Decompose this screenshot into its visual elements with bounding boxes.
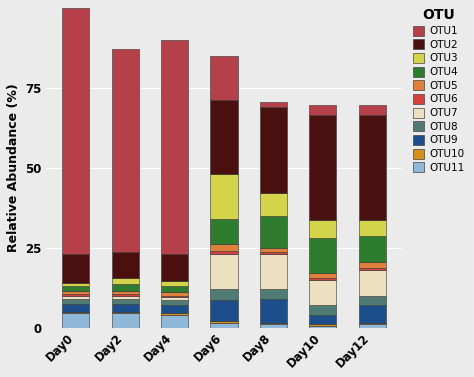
Bar — [260, 299, 287, 323]
Bar — [210, 55, 237, 100]
Bar — [310, 220, 337, 238]
Bar — [161, 315, 188, 328]
Bar — [62, 286, 90, 291]
Bar — [260, 252, 287, 254]
Bar — [161, 292, 188, 296]
Bar — [210, 323, 237, 328]
Y-axis label: Relative Abundance (%): Relative Abundance (%) — [7, 83, 20, 252]
Bar — [310, 324, 337, 326]
Bar — [161, 305, 188, 313]
Bar — [112, 296, 139, 299]
Bar — [210, 251, 237, 254]
Bar — [112, 291, 139, 294]
Bar — [210, 219, 237, 244]
Bar — [62, 299, 90, 303]
Bar — [260, 107, 287, 193]
Bar — [112, 299, 139, 303]
Bar — [210, 244, 237, 251]
Bar — [260, 102, 287, 107]
Bar — [161, 281, 188, 286]
Bar — [112, 284, 139, 291]
Bar — [62, 8, 90, 254]
Bar — [161, 296, 188, 297]
Bar — [161, 286, 188, 292]
Bar — [359, 115, 386, 220]
Bar — [62, 291, 90, 294]
Bar — [62, 254, 90, 283]
Bar — [210, 254, 237, 289]
Bar — [310, 273, 337, 278]
Bar — [161, 254, 188, 281]
Bar — [62, 303, 90, 311]
Bar — [310, 305, 337, 315]
Bar — [359, 105, 386, 115]
Bar — [210, 100, 237, 174]
Bar — [260, 254, 287, 289]
Bar — [359, 268, 386, 270]
Bar — [310, 238, 337, 273]
Bar — [161, 300, 188, 305]
Bar — [260, 289, 287, 299]
Bar — [210, 174, 237, 219]
Bar — [310, 315, 337, 324]
Bar — [359, 236, 386, 262]
Bar — [359, 305, 386, 323]
Bar — [260, 323, 287, 324]
Bar — [260, 216, 287, 248]
Bar — [310, 115, 337, 220]
Bar — [359, 323, 386, 324]
Legend: OTU1, OTU2, OTU3, OTU4, OTU5, OTU6, OTU7, OTU8, OTU9, OTU10, OTU11: OTU1, OTU2, OTU3, OTU4, OTU5, OTU6, OTU7… — [411, 6, 467, 175]
Bar — [62, 294, 90, 296]
Bar — [210, 289, 237, 300]
Bar — [62, 283, 90, 286]
Bar — [62, 296, 90, 299]
Bar — [359, 296, 386, 305]
Bar — [210, 300, 237, 321]
Bar — [62, 311, 90, 313]
Bar — [210, 321, 237, 323]
Bar — [112, 49, 139, 252]
Bar — [112, 278, 139, 284]
Bar — [310, 278, 337, 279]
Bar — [112, 311, 139, 313]
Bar — [359, 324, 386, 328]
Bar — [359, 220, 386, 236]
Bar — [260, 193, 287, 216]
Bar — [310, 326, 337, 328]
Bar — [62, 313, 90, 328]
Bar — [112, 252, 139, 278]
Bar — [260, 324, 287, 328]
Bar — [112, 294, 139, 296]
Bar — [310, 105, 337, 115]
Bar — [310, 279, 337, 305]
Bar — [112, 303, 139, 311]
Bar — [359, 262, 386, 268]
Bar — [161, 313, 188, 315]
Bar — [260, 248, 287, 252]
Bar — [161, 40, 188, 254]
Bar — [359, 270, 386, 296]
Bar — [161, 297, 188, 300]
Bar — [112, 313, 139, 328]
